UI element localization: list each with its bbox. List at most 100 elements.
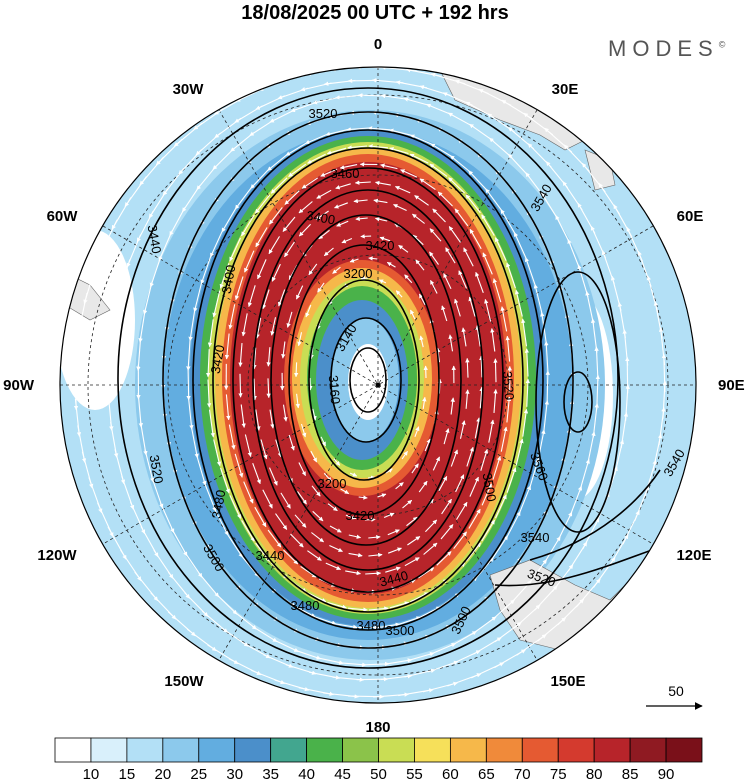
wind-vector-arrow: [411, 463, 419, 474]
wind-vector-arrow: [440, 524, 454, 540]
wind-vector-arrow: [513, 232, 527, 259]
wind-vector-arrow: [368, 552, 383, 558]
wind-vector-arrow: [522, 408, 529, 437]
wind-vector-arrow: [346, 127, 369, 132]
colorbar-tick-label: 45: [334, 766, 351, 782]
wind-vector-arrow: [474, 417, 481, 439]
wind-vector-arrow: [206, 379, 212, 408]
contour-label: 3520: [309, 106, 338, 121]
wind-vector-arrow: [468, 508, 481, 529]
wind-vector-arrow: [348, 607, 368, 612]
wind-vector-arrow: [341, 237, 353, 244]
wind-vector-arrow: [277, 289, 286, 307]
wind-vector-arrow: [288, 163, 307, 178]
wind-vector-arrow: [334, 202, 348, 209]
wind-vector-arrow: [358, 495, 368, 500]
wind-vector-arrow: [317, 282, 325, 293]
wind-vector-arrow: [410, 592, 429, 603]
wind-vector-arrow: [468, 296, 476, 317]
contour-label: 3540: [521, 530, 550, 545]
wind-vector-arrow: [349, 258, 359, 263]
wind-vector-arrow: [296, 285, 304, 300]
wind-vector-arrow: [268, 236, 280, 255]
colorbar-tick-label: 20: [154, 766, 171, 782]
wind-vector-arrow: [250, 169, 269, 189]
wind-vector-arrow: [417, 567, 435, 579]
wind-vector-arrow: [332, 266, 341, 274]
wind-vector-arrow: [432, 208, 446, 223]
wind-vector-arrow: [308, 263, 318, 276]
wind-vector-arrow: [445, 247, 456, 264]
wind-vector-arrow: [495, 494, 507, 519]
wind-vector-arrow: [419, 335, 424, 348]
wind-vector-arrow: [377, 493, 387, 498]
wind-vector-arrow: [507, 511, 521, 537]
colorbar-tick-label: 55: [406, 766, 423, 782]
colorbar-tick-label: 15: [119, 766, 136, 782]
wind-vector-arrow: [186, 340, 191, 371]
contour-label: 3480: [357, 618, 386, 633]
wind-vector-arrow: [353, 198, 368, 204]
wind-vector-arrow: [493, 358, 498, 383]
lon-label-120e: 120E: [676, 547, 711, 564]
wind-vector-arrow: [229, 237, 241, 262]
wind-vector-arrow: [389, 147, 409, 155]
wind-vector-arrow: [312, 408, 317, 421]
wind-vector-arrow: [335, 183, 351, 190]
wind-vector-arrow: [300, 565, 317, 578]
wind-vector-arrow: [448, 177, 465, 194]
wind-vector-arrow: [394, 185, 411, 194]
colorbar-tick-label: 50: [370, 766, 387, 782]
lon-label-0: 0: [374, 36, 382, 53]
wind-vector-arrow: [450, 449, 459, 467]
wind-vector-arrow: [345, 514, 357, 520]
colorbar-swatch: [198, 737, 236, 763]
wind-vector-arrow: [450, 397, 455, 415]
wind-vector-arrow: [418, 480, 428, 493]
copyright-mark: ©: [718, 39, 726, 50]
wind-vector-arrow: [220, 467, 230, 494]
wind-vector-arrow: [429, 228, 442, 242]
colorbar-swatch: [593, 737, 631, 763]
wind-vector-arrow: [307, 153, 326, 164]
wind-vector-arrow: [234, 187, 252, 210]
wind-vector-arrow: [469, 228, 482, 250]
contour-label: 3520: [147, 454, 167, 485]
wind-vector-arrow: [335, 623, 358, 630]
contour-label: 3400: [219, 264, 239, 295]
wind-vector-arrow: [275, 439, 282, 458]
wind-vector-arrow: [360, 276, 369, 281]
wind-vector-arrow: [234, 276, 244, 301]
wind-vector-arrow: [209, 231, 223, 258]
wind-vector-arrow: [347, 145, 368, 150]
colorbar-tick-label: 30: [226, 766, 243, 782]
wind-vector-arrow: [427, 660, 459, 673]
wind-vector-arrow: [438, 476, 448, 492]
wind-vector-arrow: [399, 616, 421, 625]
wind-vector-arrow: [500, 426, 508, 452]
wind-vector-arrow: [268, 207, 283, 225]
wind-vector-arrow: [388, 547, 402, 554]
wind-vector-arrow: [188, 311, 196, 342]
wind-vector-arrow: [307, 592, 327, 603]
wind-vector-arrow: [515, 438, 524, 466]
wind-vector-arrow: [407, 536, 421, 546]
wind-vector-arrow: [383, 512, 395, 519]
colorbar-tick-label: 65: [478, 766, 495, 782]
wind-vector-arrow: [316, 319, 322, 330]
wind-vector-arrow: [301, 177, 319, 189]
wind-vector-arrow: [327, 601, 347, 609]
wind-vector-arrow: [212, 290, 221, 318]
wind-vector-arrow: [188, 399, 194, 430]
wind-vector-arrow: [271, 263, 281, 282]
wind-vector-arrow: [500, 306, 508, 332]
wind-vector-arrow: [244, 434, 252, 458]
contour-label: 3480: [209, 489, 229, 520]
wind-vector-arrow: [454, 298, 461, 317]
wind-vector-arrow: [544, 340, 549, 372]
wind-vector-arrow: [506, 396, 512, 423]
colorbar-tick-label: 40: [298, 766, 315, 782]
wind-vector-arrow: [367, 475, 376, 480]
wind-vector-arrow: [340, 488, 350, 495]
wind-vector-arrow: [448, 226, 461, 243]
